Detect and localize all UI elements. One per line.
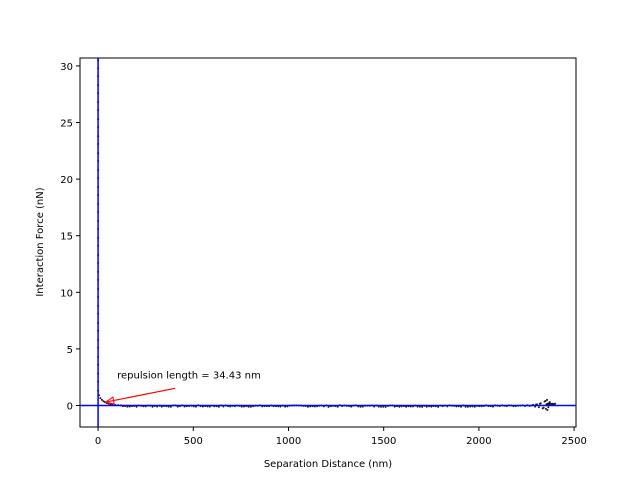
y-tick-label: 0 xyxy=(67,401,73,412)
data-point xyxy=(169,405,172,408)
data-point xyxy=(359,405,362,408)
annotation-text: repulsion length = 34.43 nm xyxy=(117,370,261,381)
x-tick-label: 1000 xyxy=(276,436,301,447)
data-point xyxy=(102,400,105,403)
data-point xyxy=(100,398,103,401)
x-tick-label: 1500 xyxy=(371,436,396,447)
y-tick-label: 20 xyxy=(60,175,73,186)
data-point xyxy=(542,406,545,409)
data-point xyxy=(546,398,549,401)
data-point xyxy=(249,405,252,408)
y-tick-label: 25 xyxy=(60,119,73,130)
annotation-arrowhead xyxy=(104,396,115,405)
x-tick-label: 500 xyxy=(184,436,203,447)
data-point xyxy=(544,399,547,402)
data-point xyxy=(306,405,309,408)
plot-area xyxy=(79,57,577,428)
data-point xyxy=(327,405,330,408)
data-point xyxy=(384,405,387,408)
x-axis-label: Separation Distance (nm) xyxy=(264,459,392,470)
x-axis: 0 500 1000 1500 2000 2500 xyxy=(95,427,587,447)
data-point xyxy=(380,405,383,408)
y-tick-label: 5 xyxy=(67,345,73,356)
data-point xyxy=(473,405,476,408)
data-point xyxy=(544,407,547,410)
data-point xyxy=(537,406,540,409)
x-tick-label: 0 xyxy=(95,436,101,447)
data-point xyxy=(437,405,440,408)
data-point xyxy=(547,406,550,409)
data-point xyxy=(421,405,424,408)
x-tick-label: 2500 xyxy=(561,436,586,447)
data-point xyxy=(398,405,401,408)
data-point xyxy=(405,405,408,408)
data-point xyxy=(546,409,549,412)
annotation: repulsion length = 34.43 nm xyxy=(104,370,261,405)
data-point xyxy=(99,397,102,400)
y-axis-label: Interaction Force (nN) xyxy=(35,187,46,296)
data-point xyxy=(554,402,557,405)
annotation-arrow xyxy=(105,387,176,403)
axes-frame xyxy=(79,57,577,428)
y-tick-label: 10 xyxy=(60,288,73,299)
data-point xyxy=(538,402,541,405)
axes-background xyxy=(80,58,576,427)
x-tick-label: 2000 xyxy=(466,436,491,447)
y-tick-label: 30 xyxy=(60,62,73,73)
y-axis: 0 5 10 15 20 25 30 xyxy=(60,62,80,412)
y-tick-label: 15 xyxy=(60,232,73,243)
